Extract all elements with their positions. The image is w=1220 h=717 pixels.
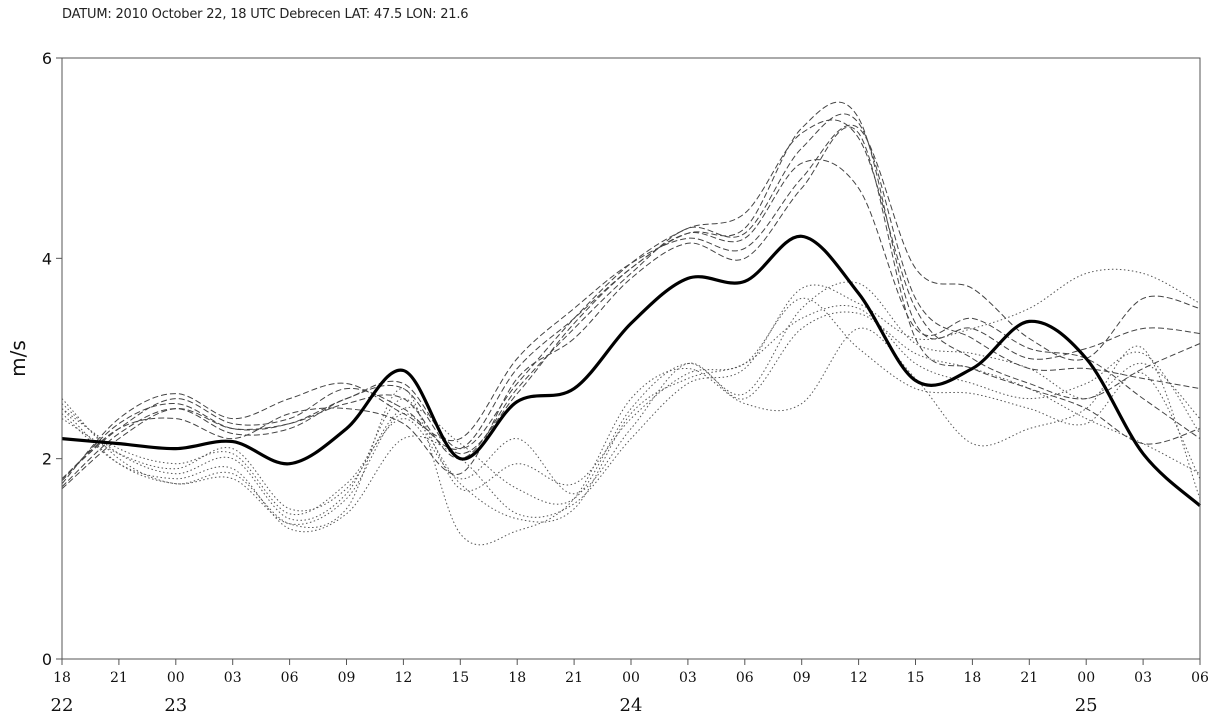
x-tick-label: 18: [963, 670, 981, 686]
x-tick-label: 15: [451, 670, 469, 686]
series-line-dashed-2: [61, 113, 1201, 490]
x-day-label: 25: [1075, 695, 1098, 716]
x-tick-label: 21: [110, 670, 128, 686]
y-tick-label: 4: [42, 249, 52, 268]
series-line-control: [61, 234, 1202, 507]
series-line-dotted-11: [61, 281, 1201, 512]
x-tick-label: 03: [224, 670, 242, 686]
x-tick-label: 06: [281, 670, 299, 686]
x-tick-label: 09: [793, 670, 811, 686]
y-axis: 0 2 4 6: [42, 49, 62, 669]
x-tick-label: 12: [850, 670, 868, 686]
x-tick-label: 21: [1020, 670, 1038, 686]
series-line-dotted-9: [61, 311, 1201, 516]
series-line-dotted-7: [61, 327, 1201, 546]
x-tick-label: 00: [1077, 670, 1095, 686]
x-tick-label: 03: [1134, 670, 1152, 686]
x-tick-label: 06: [736, 670, 754, 686]
y-tick-label: 6: [42, 49, 52, 68]
series-line-dotted-12: [61, 305, 1201, 525]
x-tick-label: 06: [1191, 670, 1209, 686]
x-tick-label: 00: [167, 670, 185, 686]
x-tick-label: 12: [394, 670, 412, 686]
series-line-dotted-10: [61, 268, 1201, 533]
x-day-label: 24: [620, 695, 643, 716]
series-line-dashed-6: [61, 119, 1201, 482]
x-tick-label: 18: [53, 670, 71, 686]
series-line-dashed-4: [61, 126, 1201, 480]
series-line-dashed-5: [61, 101, 1201, 488]
series-layer: [61, 101, 1202, 546]
x-tick-label: 18: [508, 670, 526, 686]
x-day-label: 23: [164, 695, 187, 716]
series-line-dashed-3: [61, 124, 1201, 485]
series-line-dashed-1: [61, 159, 1201, 480]
y-tick-label: 0: [42, 650, 52, 669]
x-axis: 18 21 00 03 06 09 12 15 18 21 00 03 06 09 12 15 18 21 00 03…: [51, 659, 1209, 716]
y-axis-title: m/s: [6, 340, 30, 377]
x-tick-label: 03: [679, 670, 697, 686]
x-tick-label: 21: [565, 670, 583, 686]
x-tick-label: 00: [622, 670, 640, 686]
x-tick-label: 15: [907, 670, 925, 686]
chart-header: DATUM: 2010 October 22, 18 UTC Debrecen …: [62, 7, 469, 22]
x-tick-label: 09: [338, 670, 356, 686]
series-line-dotted-8: [61, 297, 1201, 521]
x-day-label: 22: [51, 695, 74, 716]
y-tick-label: 2: [42, 450, 52, 469]
